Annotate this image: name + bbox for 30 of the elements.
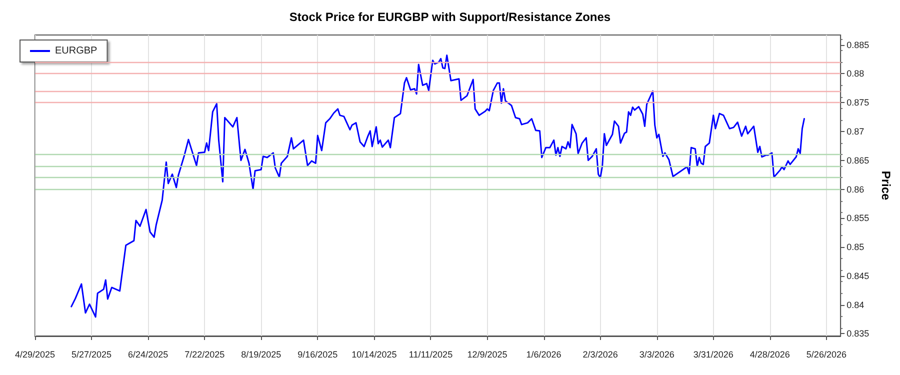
y-tick-label: 0.885	[846, 40, 870, 50]
line-series	[70, 54, 805, 318]
x-tick-label: 3/31/2026	[693, 350, 734, 360]
x-tick-label: 1/6/2026	[526, 350, 562, 360]
x-tick-label: 11/11/2025	[408, 350, 453, 360]
x-tick-label: 6/24/2025	[128, 350, 168, 360]
x-tick-label: 2/3/2026	[582, 350, 618, 360]
y-tick-label: 0.835	[846, 328, 870, 339]
y-tick-label: 0.865	[846, 155, 870, 166]
chart-title: Stock Price for EURGBP with Support/Resistance Zones	[289, 10, 611, 24]
y-tick-label: 0.875	[846, 98, 870, 108]
y-tick-label: 0.85	[846, 242, 864, 252]
x-tick-label: 10/14/2025	[352, 350, 397, 360]
x-tick-label: 7/22/2025	[184, 350, 225, 360]
y-tick-label: 0.86	[846, 184, 864, 194]
x-tick-label: 4/28/2026	[750, 350, 790, 360]
x-tick-label: 3/3/2026	[639, 350, 674, 360]
legend-label: EURGBP	[55, 46, 98, 56]
y-tick-label: 0.845	[846, 270, 870, 281]
y-axis-title: Price	[879, 170, 893, 200]
x-tick-label: 9/16/2025	[298, 350, 338, 360]
y-tick-label: 0.88	[846, 68, 864, 79]
x-tick-label: 12/9/2025	[467, 350, 508, 360]
x-tick-label: 5/26/2026	[806, 350, 846, 360]
x-tick-label: 8/19/2025	[241, 350, 282, 360]
y-tick-label: 0.84	[846, 300, 864, 310]
y-tick-label: 0.855	[846, 213, 870, 224]
x-tick-label: 4/29/2025	[14, 350, 56, 360]
x-tick-label: 5/27/2025	[72, 350, 112, 360]
y-tick-label: 0.87	[846, 126, 864, 136]
